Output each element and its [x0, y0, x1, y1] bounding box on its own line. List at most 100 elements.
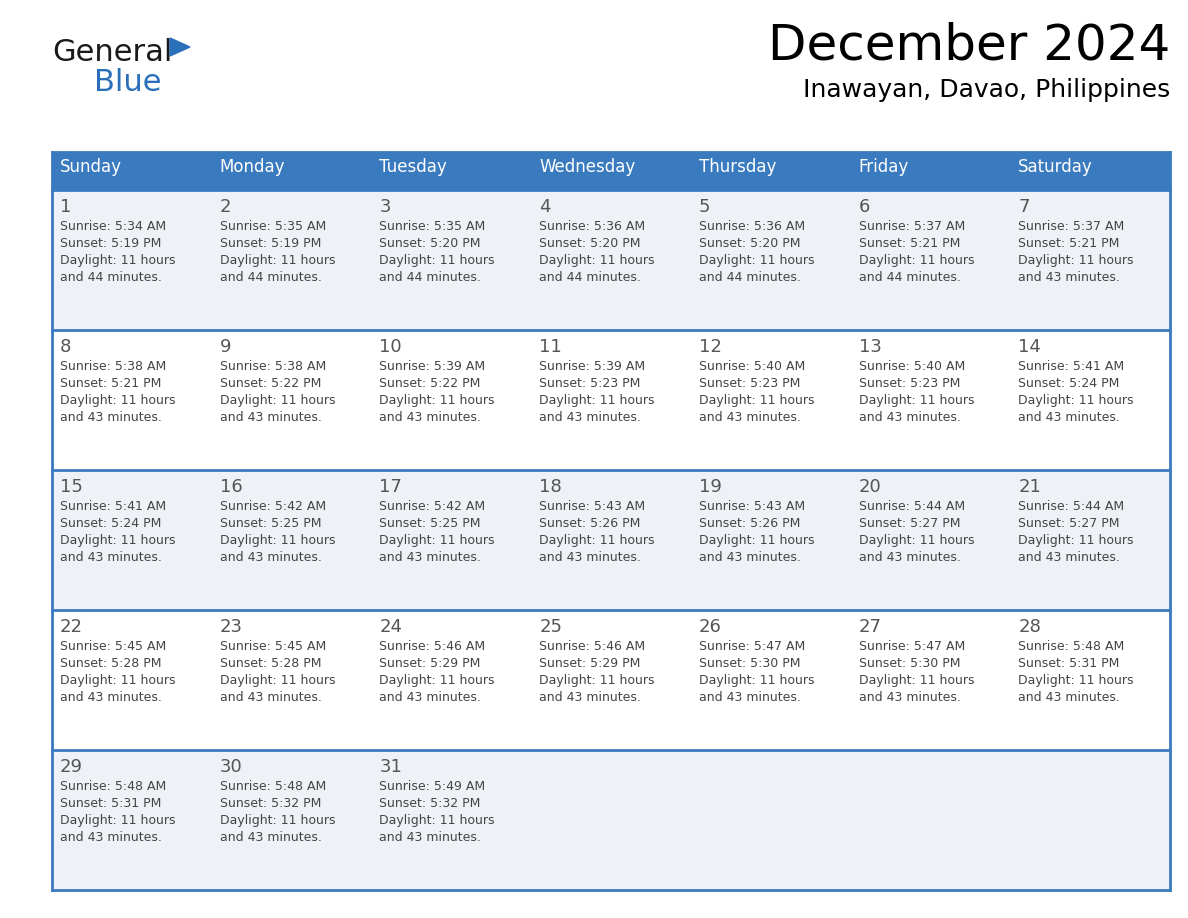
Text: and 43 minutes.: and 43 minutes. [220, 691, 322, 704]
Text: Daylight: 11 hours: Daylight: 11 hours [220, 394, 335, 407]
Text: Sunset: 5:22 PM: Sunset: 5:22 PM [379, 377, 481, 390]
Text: Sunrise: 5:47 AM: Sunrise: 5:47 AM [699, 640, 805, 653]
Text: Sunrise: 5:37 AM: Sunrise: 5:37 AM [1018, 220, 1125, 233]
Text: and 43 minutes.: and 43 minutes. [379, 411, 481, 424]
Text: Daylight: 11 hours: Daylight: 11 hours [61, 534, 176, 547]
Text: 4: 4 [539, 198, 551, 216]
Text: Sunset: 5:30 PM: Sunset: 5:30 PM [859, 657, 960, 670]
Text: Sunrise: 5:40 AM: Sunrise: 5:40 AM [699, 360, 805, 373]
Text: Saturday: Saturday [1018, 158, 1093, 176]
Text: Daylight: 11 hours: Daylight: 11 hours [859, 674, 974, 687]
Text: Daylight: 11 hours: Daylight: 11 hours [539, 534, 655, 547]
Text: Friday: Friday [859, 158, 909, 176]
Text: and 43 minutes.: and 43 minutes. [61, 411, 162, 424]
Text: 10: 10 [379, 338, 402, 356]
Text: Sunrise: 5:36 AM: Sunrise: 5:36 AM [539, 220, 645, 233]
Bar [52, 330, 1170, 470]
Text: 17: 17 [379, 478, 403, 496]
Text: Sunset: 5:32 PM: Sunset: 5:32 PM [379, 797, 481, 810]
Text: 30: 30 [220, 758, 242, 776]
Text: and 43 minutes.: and 43 minutes. [220, 831, 322, 844]
Text: 1: 1 [61, 198, 71, 216]
Text: and 43 minutes.: and 43 minutes. [859, 411, 960, 424]
Text: Sunset: 5:31 PM: Sunset: 5:31 PM [61, 797, 162, 810]
Text: 23: 23 [220, 618, 242, 636]
Text: Sunrise: 5:42 AM: Sunrise: 5:42 AM [220, 500, 326, 513]
Text: 5: 5 [699, 198, 710, 216]
Text: Sunrise: 5:46 AM: Sunrise: 5:46 AM [379, 640, 486, 653]
Text: Sunset: 5:27 PM: Sunset: 5:27 PM [1018, 517, 1120, 530]
Text: 15: 15 [61, 478, 83, 496]
Text: Sunrise: 5:35 AM: Sunrise: 5:35 AM [220, 220, 326, 233]
Text: 7: 7 [1018, 198, 1030, 216]
Text: 22: 22 [61, 618, 83, 636]
Text: and 43 minutes.: and 43 minutes. [1018, 691, 1120, 704]
Text: Sunrise: 5:48 AM: Sunrise: 5:48 AM [220, 780, 326, 793]
Text: Daylight: 11 hours: Daylight: 11 hours [859, 254, 974, 267]
Bar [52, 470, 1170, 610]
Text: December 2024: December 2024 [767, 22, 1170, 70]
Text: Daylight: 11 hours: Daylight: 11 hours [1018, 254, 1133, 267]
Text: Sunset: 5:27 PM: Sunset: 5:27 PM [859, 517, 960, 530]
Text: Sunset: 5:21 PM: Sunset: 5:21 PM [1018, 237, 1119, 250]
Text: Daylight: 11 hours: Daylight: 11 hours [61, 254, 176, 267]
Text: Sunset: 5:26 PM: Sunset: 5:26 PM [699, 517, 801, 530]
Text: and 43 minutes.: and 43 minutes. [220, 411, 322, 424]
Text: Sunset: 5:32 PM: Sunset: 5:32 PM [220, 797, 321, 810]
Text: Daylight: 11 hours: Daylight: 11 hours [220, 674, 335, 687]
Text: Sunset: 5:20 PM: Sunset: 5:20 PM [699, 237, 801, 250]
Text: 8: 8 [61, 338, 71, 356]
Text: Daylight: 11 hours: Daylight: 11 hours [859, 534, 974, 547]
Text: Sunset: 5:31 PM: Sunset: 5:31 PM [1018, 657, 1119, 670]
Text: and 43 minutes.: and 43 minutes. [699, 551, 801, 564]
Text: Daylight: 11 hours: Daylight: 11 hours [61, 814, 176, 827]
Text: and 44 minutes.: and 44 minutes. [539, 271, 642, 284]
Bar [52, 750, 1170, 890]
Text: and 43 minutes.: and 43 minutes. [61, 831, 162, 844]
Text: and 43 minutes.: and 43 minutes. [539, 551, 642, 564]
Text: Sunrise: 5:45 AM: Sunrise: 5:45 AM [61, 640, 166, 653]
Text: 28: 28 [1018, 618, 1041, 636]
Text: Sunset: 5:23 PM: Sunset: 5:23 PM [539, 377, 640, 390]
Text: Sunset: 5:25 PM: Sunset: 5:25 PM [220, 517, 321, 530]
Text: Inawayan, Davao, Philippines: Inawayan, Davao, Philippines [803, 78, 1170, 102]
Text: Daylight: 11 hours: Daylight: 11 hours [379, 534, 495, 547]
Text: Sunset: 5:22 PM: Sunset: 5:22 PM [220, 377, 321, 390]
Text: and 43 minutes.: and 43 minutes. [379, 831, 481, 844]
Text: Sunday: Sunday [61, 158, 122, 176]
Text: Sunrise: 5:38 AM: Sunrise: 5:38 AM [61, 360, 166, 373]
Text: Daylight: 11 hours: Daylight: 11 hours [699, 674, 814, 687]
Text: Sunset: 5:23 PM: Sunset: 5:23 PM [859, 377, 960, 390]
Text: Daylight: 11 hours: Daylight: 11 hours [1018, 394, 1133, 407]
Text: Sunset: 5:21 PM: Sunset: 5:21 PM [859, 237, 960, 250]
Text: Sunset: 5:19 PM: Sunset: 5:19 PM [61, 237, 162, 250]
Text: Tuesday: Tuesday [379, 158, 447, 176]
Text: Sunrise: 5:44 AM: Sunrise: 5:44 AM [1018, 500, 1124, 513]
Text: 18: 18 [539, 478, 562, 496]
Text: Daylight: 11 hours: Daylight: 11 hours [379, 674, 495, 687]
Text: Daylight: 11 hours: Daylight: 11 hours [379, 254, 495, 267]
Text: 2: 2 [220, 198, 232, 216]
Text: Sunrise: 5:48 AM: Sunrise: 5:48 AM [1018, 640, 1125, 653]
Text: Sunrise: 5:47 AM: Sunrise: 5:47 AM [859, 640, 965, 653]
Text: Sunrise: 5:36 AM: Sunrise: 5:36 AM [699, 220, 805, 233]
Text: 29: 29 [61, 758, 83, 776]
Text: 21: 21 [1018, 478, 1041, 496]
Text: Sunset: 5:28 PM: Sunset: 5:28 PM [61, 657, 162, 670]
Text: and 43 minutes.: and 43 minutes. [699, 411, 801, 424]
Text: Sunset: 5:30 PM: Sunset: 5:30 PM [699, 657, 801, 670]
Text: Blue: Blue [94, 68, 162, 97]
Text: and 43 minutes.: and 43 minutes. [61, 551, 162, 564]
Text: Daylight: 11 hours: Daylight: 11 hours [539, 394, 655, 407]
Text: Daylight: 11 hours: Daylight: 11 hours [699, 254, 814, 267]
Text: 16: 16 [220, 478, 242, 496]
Text: 6: 6 [859, 198, 870, 216]
Text: Sunset: 5:29 PM: Sunset: 5:29 PM [539, 657, 640, 670]
Bar [52, 610, 1170, 750]
Text: General: General [52, 38, 172, 67]
Text: Sunset: 5:29 PM: Sunset: 5:29 PM [379, 657, 481, 670]
Text: Sunset: 5:24 PM: Sunset: 5:24 PM [1018, 377, 1119, 390]
Text: and 43 minutes.: and 43 minutes. [379, 691, 481, 704]
Text: Sunrise: 5:46 AM: Sunrise: 5:46 AM [539, 640, 645, 653]
Text: Daylight: 11 hours: Daylight: 11 hours [61, 394, 176, 407]
